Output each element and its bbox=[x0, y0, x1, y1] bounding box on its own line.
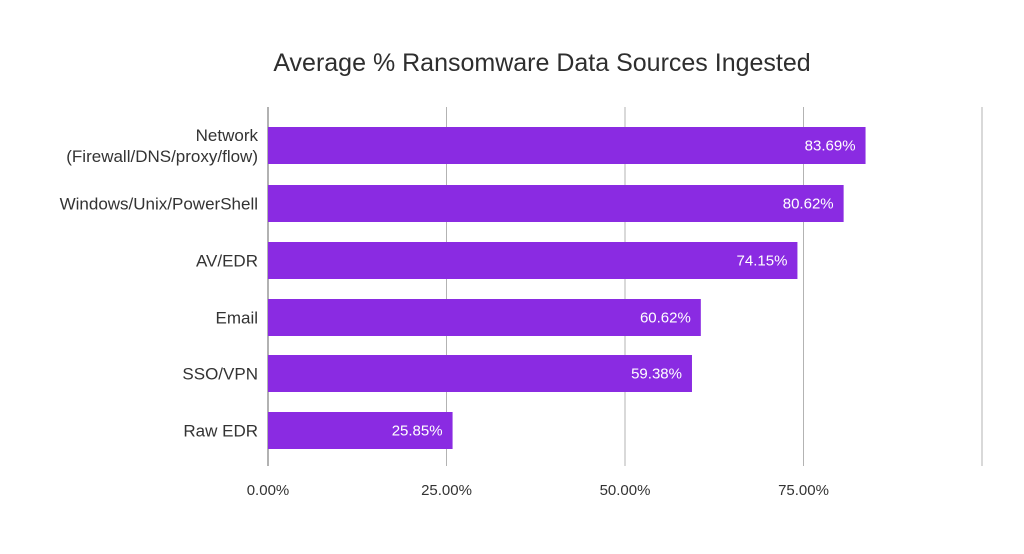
data-label: 80.62% bbox=[783, 196, 834, 213]
bar bbox=[268, 412, 453, 449]
category-label: AV/EDR bbox=[196, 252, 258, 271]
bar bbox=[268, 185, 844, 222]
x-tick-label: 25.00% bbox=[421, 482, 472, 499]
x-tick-label: 0.00% bbox=[247, 482, 290, 499]
data-label: 83.69% bbox=[805, 138, 856, 155]
data-label: 25.85% bbox=[392, 423, 443, 440]
category-label: Network bbox=[196, 126, 259, 145]
bar bbox=[268, 242, 798, 279]
bar bbox=[268, 299, 701, 336]
x-tick-label: 75.00% bbox=[778, 482, 829, 499]
data-label: 74.15% bbox=[737, 253, 788, 270]
data-label: 59.38% bbox=[631, 366, 682, 383]
category-label: Email bbox=[215, 309, 258, 328]
bar bbox=[268, 355, 692, 392]
category-label: (Firewall/DNS/proxy/flow) bbox=[66, 147, 258, 166]
data-label: 60.62% bbox=[640, 310, 691, 327]
chart-title: Average % Ransomware Data Sources Ingest… bbox=[273, 49, 811, 77]
category-label: Raw EDR bbox=[183, 422, 258, 441]
x-tick-label: 50.00% bbox=[600, 482, 651, 499]
category-label: SSO/VPN bbox=[182, 365, 258, 384]
bar bbox=[268, 127, 866, 164]
category-label: Windows/Unix/PowerShell bbox=[60, 195, 258, 214]
